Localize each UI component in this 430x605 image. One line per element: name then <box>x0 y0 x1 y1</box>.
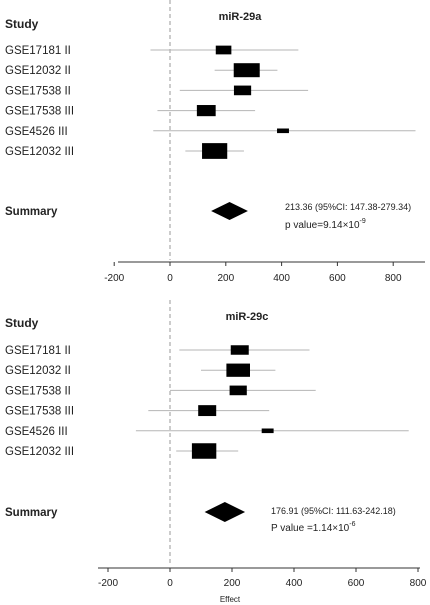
x-tick-label: 200 <box>217 273 234 284</box>
study-estimate-box <box>215 45 232 55</box>
study-label: GSE17181 II <box>5 45 71 57</box>
study-estimate-box <box>277 128 289 134</box>
panel-title: miR-29c <box>226 311 269 323</box>
x-tick-label: 800 <box>410 578 427 589</box>
x-tick-label: 800 <box>385 273 402 284</box>
study-label: GSE12032 II <box>5 365 71 377</box>
x-tick-label: 200 <box>224 578 241 589</box>
study-label: GSE4526 III <box>5 126 68 138</box>
study-label: GSE4526 III <box>5 426 68 438</box>
study-label: GSE17538 II <box>5 85 71 97</box>
study-estimate-box <box>196 105 216 117</box>
study-estimate-box <box>226 363 250 377</box>
x-tick-label: 600 <box>348 578 365 589</box>
study-header: Study <box>5 17 39 31</box>
x-tick-label: 400 <box>273 273 290 284</box>
summary-estimate-text: 176.91 (95%CI: 111.63-242.18) <box>271 506 396 516</box>
x-tick-label: 600 <box>329 273 346 284</box>
p-value-text: p value=9.14×10-9 <box>285 218 366 231</box>
study-estimate-box <box>230 345 249 355</box>
study-estimate-box <box>229 385 247 396</box>
study-label: GSE17538 III <box>5 106 74 118</box>
x-tick-label: 0 <box>167 273 173 284</box>
study-header: Study <box>5 316 39 330</box>
x-tick-label: 0 <box>167 578 173 589</box>
study-label: GSE12032 II <box>5 65 71 77</box>
study-estimate-box <box>233 63 260 78</box>
study-estimate-box <box>191 443 217 459</box>
study-estimate-box <box>261 428 274 434</box>
study-estimate-box <box>202 143 228 159</box>
summary-label: Summary <box>5 206 58 218</box>
summary-estimate-text: 213.36 (95%CI: 147.38-279.34) <box>285 202 411 212</box>
x-tick-label: -200 <box>104 273 124 284</box>
study-label: GSE12032 III <box>5 146 74 158</box>
study-label: GSE12032 III <box>5 446 74 458</box>
study-label: GSE17181 II <box>5 345 71 357</box>
x-tick-label: 400 <box>286 578 303 589</box>
study-label: GSE17538 II <box>5 385 71 397</box>
summary-diamond <box>211 202 248 220</box>
study-label: GSE17538 III <box>5 406 74 418</box>
x-tick-label: -200 <box>98 578 118 589</box>
panel-title: miR-29a <box>219 11 263 23</box>
summary-label: Summary <box>5 507 58 519</box>
x-axis-label: Effect <box>220 595 241 604</box>
study-estimate-box <box>198 405 217 417</box>
p-value-text: P value =1.14×10-6 <box>271 521 356 534</box>
summary-diamond <box>204 502 246 522</box>
study-estimate-box <box>233 85 252 96</box>
